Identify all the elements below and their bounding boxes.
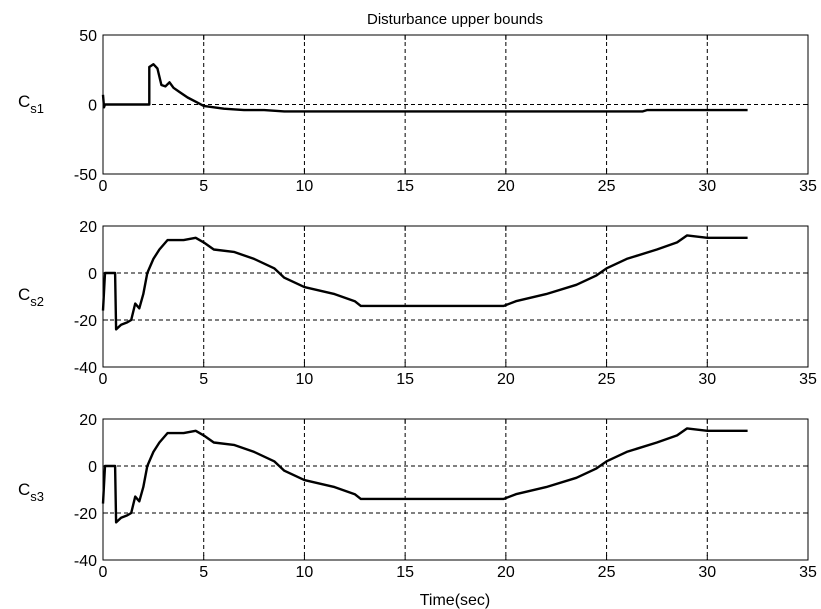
x-tick-label: 25 xyxy=(598,178,616,195)
x-tick-label: 5 xyxy=(199,371,208,388)
y-tick-label: 0 xyxy=(88,266,97,283)
subplot-3: 0 5 10 15 20 25 30 35 -40 -20 0 20 Cs3 xyxy=(18,412,817,581)
x-tick-label: 0 xyxy=(99,178,108,195)
x-tick-label: 10 xyxy=(296,371,314,388)
x-axis-label: Time(sec) xyxy=(420,592,491,609)
x-tick-label: 30 xyxy=(698,564,716,581)
y-tick-label: 50 xyxy=(79,28,97,45)
x-tick-label: 25 xyxy=(598,564,616,581)
x-tick-label: 20 xyxy=(497,178,515,195)
y-axis-label: Cs2 xyxy=(18,285,44,309)
y-tick-label: -50 xyxy=(74,167,97,184)
x-tick-label: 35 xyxy=(799,178,817,195)
x-tick-label: 10 xyxy=(296,178,314,195)
x-tick-label: 0 xyxy=(99,371,108,388)
x-tick-label: 10 xyxy=(296,564,314,581)
x-tick-label: 30 xyxy=(698,371,716,388)
y-tick-label: 0 xyxy=(88,459,97,476)
x-tick-label: 20 xyxy=(497,564,515,581)
x-tick-label: 30 xyxy=(698,178,716,195)
x-tick-label: 15 xyxy=(396,564,414,581)
y-tick-label: -40 xyxy=(74,553,97,570)
x-tick-label: 15 xyxy=(396,371,414,388)
y-tick-label: 20 xyxy=(79,219,97,236)
y-tick-label: -20 xyxy=(74,506,97,523)
y-tick-label: 0 xyxy=(88,98,97,115)
x-tick-label: 15 xyxy=(396,178,414,195)
x-tick-label: 35 xyxy=(799,564,817,581)
x-tick-label: 20 xyxy=(497,371,515,388)
subplot-2: 0 5 10 15 20 25 30 35 -40 -20 0 20 Cs2 xyxy=(18,219,817,388)
y-tick-label: -40 xyxy=(74,360,97,377)
chart-title: Disturbance upper bounds xyxy=(367,11,543,28)
x-tick-label: 5 xyxy=(199,178,208,195)
x-tick-label: 25 xyxy=(598,371,616,388)
x-tick-label: 0 xyxy=(99,564,108,581)
y-tick-label: -20 xyxy=(74,313,97,330)
y-axis-label: Cs1 xyxy=(18,92,44,116)
y-axis-label: Cs3 xyxy=(18,480,44,504)
x-tick-label: 5 xyxy=(199,564,208,581)
y-tick-label: 20 xyxy=(79,412,97,429)
x-tick-label: 35 xyxy=(799,371,817,388)
